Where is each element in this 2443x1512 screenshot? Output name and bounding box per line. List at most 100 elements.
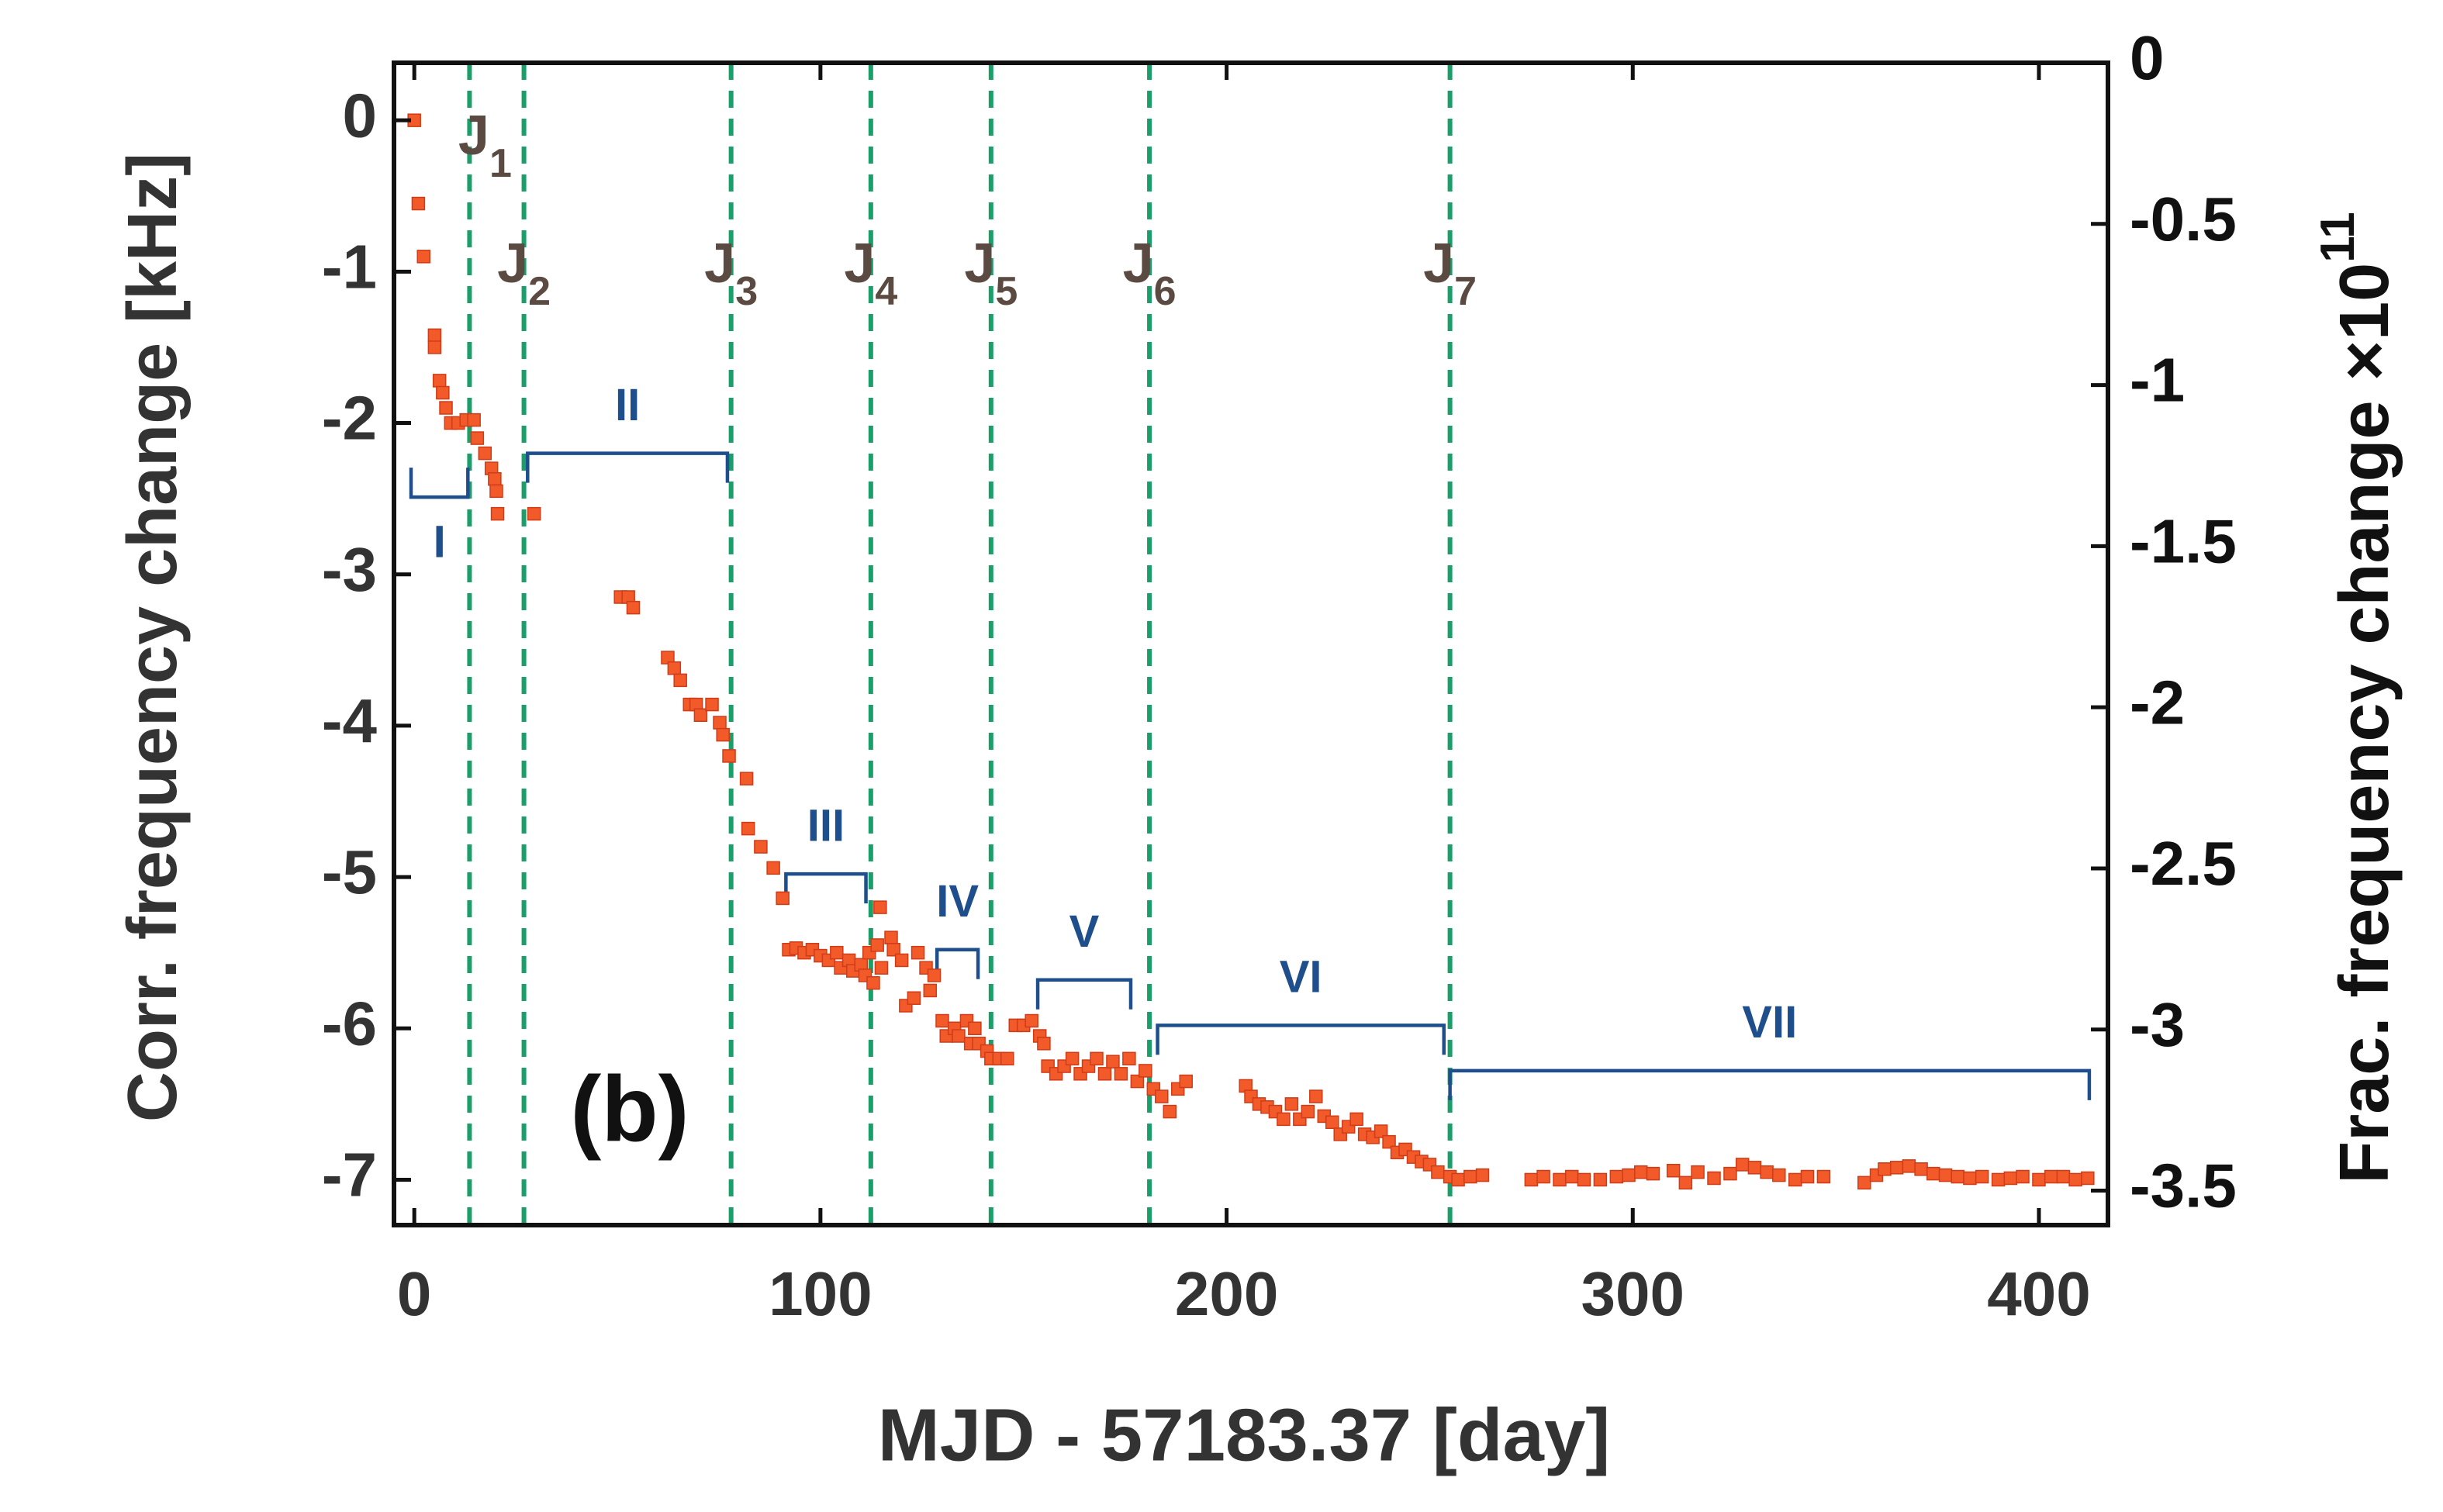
data-point: [1065, 1051, 1080, 1066]
jump-label: J5: [964, 233, 1018, 314]
data-point: [2032, 1172, 2046, 1187]
data-point: [754, 840, 768, 854]
data-point: [1723, 1166, 1737, 1181]
jump-name: J: [497, 233, 528, 295]
data-point: [1155, 1089, 1169, 1103]
jump-label: J2: [497, 233, 551, 314]
data-point: [1097, 1067, 1112, 1081]
data-point: [1991, 1172, 2006, 1187]
jump-name: J: [964, 233, 995, 295]
y2-axis-label: Frac. frequency change ×1011: [2311, 212, 2403, 1184]
x-tick-label: 200: [1175, 1259, 1278, 1328]
interval-label: I: [434, 517, 446, 568]
jump-subscript: 4: [875, 269, 897, 314]
data-point: [2056, 1169, 2071, 1184]
data-point: [874, 961, 889, 975]
data-point: [1633, 1165, 1648, 1179]
jump-subscript: 5: [995, 269, 1018, 314]
y2-tick-label: -3: [2130, 990, 2185, 1059]
x-tick-label: 100: [769, 1259, 872, 1328]
data-point: [1536, 1169, 1550, 1184]
data-point: [436, 385, 450, 400]
interval-bracket: [1035, 978, 1133, 1010]
data-point: [2068, 1172, 2082, 1187]
y2-tick-label: -2.5: [2130, 829, 2237, 898]
data-point: [1707, 1171, 1721, 1186]
y2-label-text: Frac. frequency change ×10: [2326, 263, 2403, 1184]
data-point: [488, 472, 502, 486]
y2-tick-label: -1: [2130, 346, 2185, 415]
jump-label: J7: [1423, 233, 1477, 314]
y-tick-label: -2: [322, 384, 377, 453]
data-point: [1122, 1051, 1136, 1066]
data-point: [1646, 1166, 1660, 1181]
data-point: [673, 673, 687, 688]
data-point: [1878, 1162, 1892, 1176]
y-tick-label: -7: [322, 1141, 377, 1210]
data-point: [952, 1029, 966, 1043]
data-point: [427, 340, 442, 354]
data-point: [411, 196, 426, 211]
data-point: [489, 484, 503, 499]
data-point: [927, 968, 942, 982]
data-point: [935, 1013, 949, 1028]
data-point: [739, 772, 754, 785]
data-point: [1902, 1159, 1916, 1173]
data-point: [1090, 1051, 1104, 1066]
y2-tick-label: -1.5: [2130, 506, 2237, 575]
jump-subscript: 1: [489, 141, 512, 186]
y-tick-label: -6: [322, 989, 377, 1058]
data-point: [713, 716, 727, 730]
data-point: [1609, 1169, 1624, 1184]
data-point: [923, 983, 938, 998]
data-point: [1382, 1134, 1396, 1149]
data-point: [870, 938, 884, 952]
data-point: [884, 930, 898, 944]
data-point: [427, 328, 442, 343]
interval-bracket: [409, 468, 470, 499]
interval-bracket: [526, 451, 730, 483]
data-point: [741, 821, 755, 836]
jump-label: J4: [844, 233, 897, 314]
data-point: [1553, 1172, 1567, 1187]
data-point: [911, 945, 925, 960]
data-point: [1666, 1163, 1681, 1178]
y-axis-label: Corr. frequency change [kHz]: [114, 153, 192, 1122]
data-point: [1889, 1161, 1904, 1175]
plot-frame: [392, 60, 2110, 1227]
x-tick-label: 0: [397, 1259, 432, 1328]
data-point: [866, 975, 880, 990]
interval-label: VI: [1280, 952, 1322, 1003]
data-point: [830, 945, 844, 960]
data-point: [1914, 1162, 1928, 1176]
data-point: [1524, 1172, 1539, 1187]
data-point: [894, 953, 909, 968]
data-point: [968, 1021, 982, 1036]
y2-tick-label: -3.5: [2130, 1151, 2237, 1220]
data-point: [1431, 1165, 1445, 1179]
jump-label: J6: [1123, 233, 1177, 314]
data-point: [716, 727, 730, 742]
data-point: [1114, 1067, 1128, 1081]
data-point: [1349, 1112, 1363, 1127]
data-point: [1284, 1097, 1299, 1111]
data-point: [1691, 1165, 1705, 1179]
jump-label: J3: [704, 233, 758, 314]
interval-label: VII: [1742, 997, 1797, 1048]
data-point: [693, 708, 708, 722]
data-point: [1301, 1104, 1315, 1119]
interval-label: IV: [936, 876, 979, 927]
jump-subscript: 2: [528, 269, 551, 314]
jump-subscript: 6: [1154, 269, 1177, 314]
jump-name: J: [1423, 233, 1454, 295]
data-point: [416, 250, 430, 264]
data-point: [1163, 1104, 1177, 1119]
data-point: [1772, 1168, 1786, 1182]
y2-tick-label: -0.5: [2130, 185, 2237, 254]
data-point: [2081, 1171, 2095, 1186]
jump-name: J: [844, 233, 875, 295]
data-point: [467, 413, 481, 427]
data-point: [2003, 1171, 2018, 1186]
data-point: [907, 991, 921, 1005]
